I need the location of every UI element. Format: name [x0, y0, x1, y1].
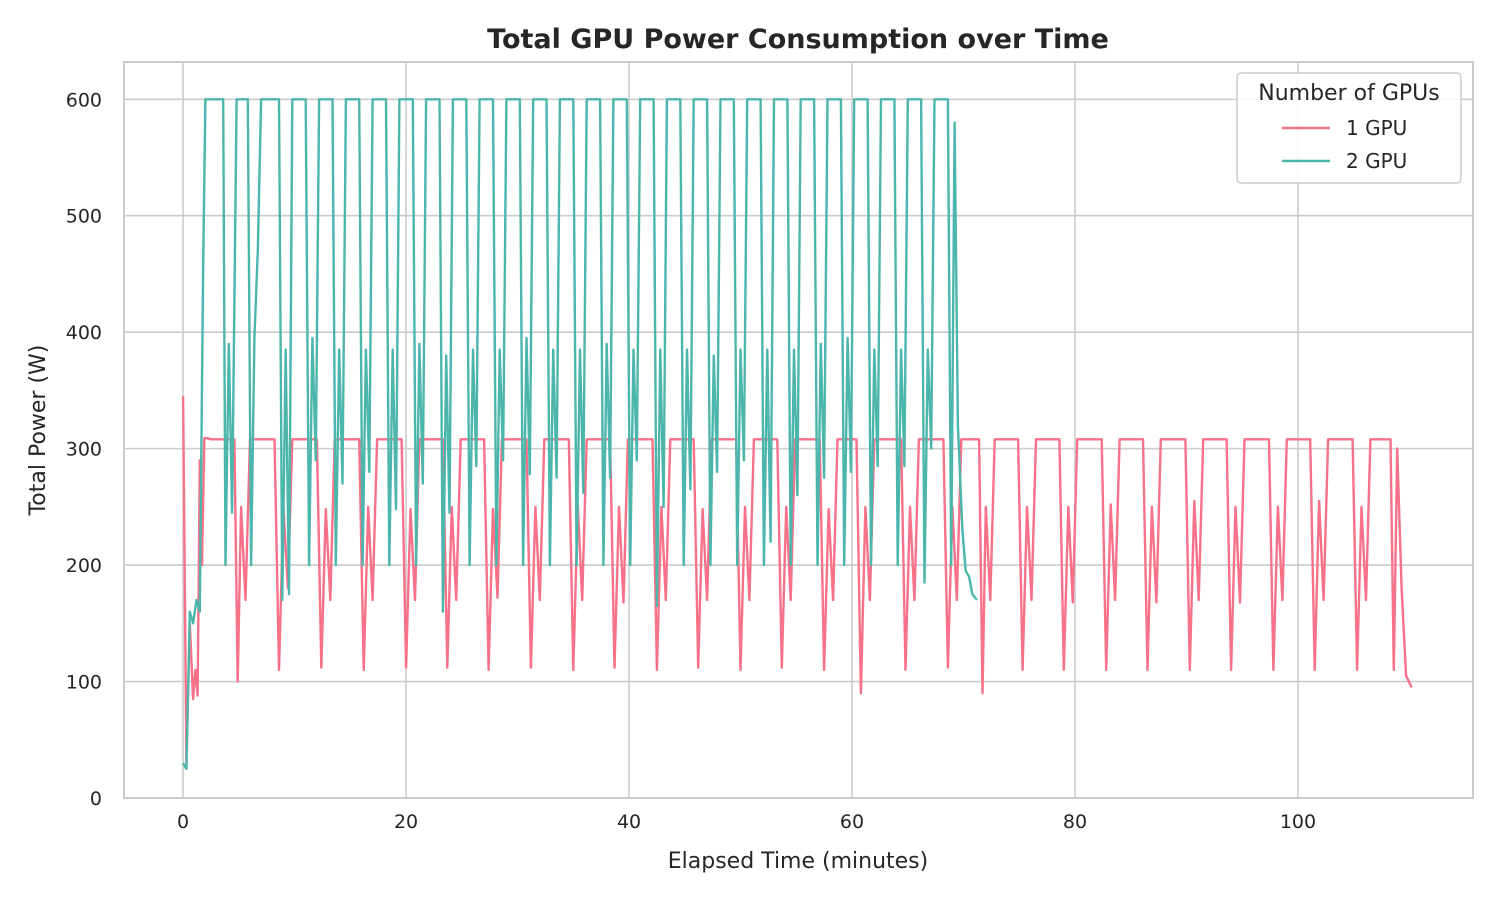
legend-title: Number of GPUs — [1258, 81, 1439, 106]
legend-box — [1236, 72, 1462, 184]
series-layer — [181, 98, 1413, 771]
x-axis-label: Elapsed Time (minutes) — [668, 849, 928, 874]
x-tick-label: 100 — [1280, 811, 1316, 833]
x-tick-label: 80 — [1063, 811, 1087, 833]
series-line-2-gpu — [182, 98, 978, 771]
legend: Number of GPUs 1 GPU 2 GPU — [1236, 72, 1462, 184]
plot-frame — [123, 61, 1474, 799]
legend-label-1-gpu: 1 GPU — [1346, 116, 1407, 140]
y-tick-label: 600 — [66, 89, 102, 111]
x-tick-label: 40 — [617, 811, 641, 833]
y-tick-label: 400 — [66, 322, 102, 344]
x-tick-label: 60 — [840, 811, 864, 833]
series-line-1-gpu — [181, 396, 1413, 765]
x-tick-label: 0 — [177, 811, 189, 833]
y-axis-label: Total Power (W) — [26, 345, 51, 517]
tick-labels: 0 20 40 60 80 100 0 100 200 300 400 500 600 — [66, 89, 1316, 833]
legend-label-2-gpu: 2 GPU — [1346, 149, 1407, 173]
y-tick-label: 0 — [90, 788, 102, 810]
y-tick-label: 300 — [66, 439, 102, 461]
y-tick-label: 500 — [66, 206, 102, 228]
chart-title: Total GPU Power Consumption over Time — [487, 24, 1109, 55]
y-tick-label: 100 — [66, 672, 102, 694]
x-tick-label: 20 — [394, 811, 418, 833]
y-tick-label: 200 — [66, 555, 102, 577]
